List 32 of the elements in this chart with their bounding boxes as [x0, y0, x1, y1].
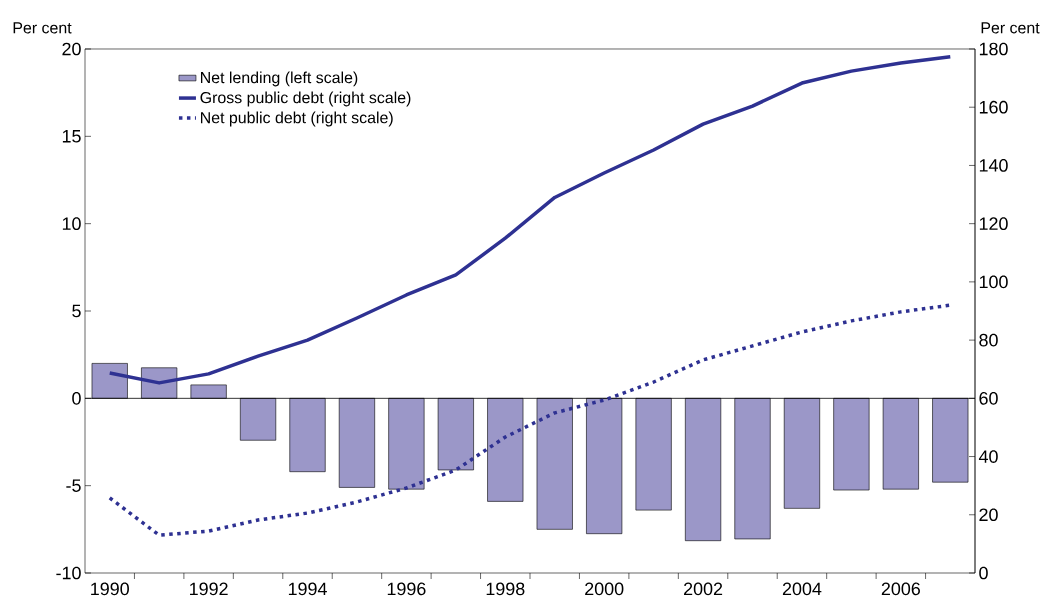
y2-tick-label: 120 [979, 217, 1008, 231]
y2-tick-label: 180 [979, 42, 1008, 56]
y2-tick-label: 160 [979, 100, 1008, 114]
x-tick-label: 1992 [190, 582, 228, 596]
y-tick-label: 15 [62, 130, 81, 143]
x-tick-label: 2000 [585, 582, 624, 596]
y2-axis-title: Per cent [981, 22, 1040, 34]
y-tick-label: 5 [72, 304, 81, 318]
x-tick-label: 2002 [684, 582, 723, 596]
x-tick-label: 1990 [91, 582, 129, 596]
y2-tick-label: 80 [979, 333, 998, 347]
line-series [107, 55, 953, 385]
x-tick-label: 1996 [387, 582, 426, 596]
y2-tick-label: 0 [979, 566, 988, 580]
x-tick-label: 1994 [288, 582, 327, 596]
x-tick-label: 2006 [881, 582, 920, 596]
y-tick-label: 10 [62, 217, 81, 231]
y-axis-title: Per cent [13, 22, 72, 34]
legend-label: Net public debt (right scale) [201, 111, 393, 127]
y-tick-label: 0 [72, 391, 81, 405]
y-tick-label: -10 [56, 566, 81, 580]
y-tick-label: 20 [62, 42, 81, 56]
y2-tick-label: 140 [979, 159, 1008, 172]
y2-tick-label: 40 [978, 450, 998, 463]
legend-label: Gross public debt (right scale) [200, 91, 411, 107]
x-tick-label: 1998 [486, 582, 525, 596]
legend-label: Net lending (left scale) [201, 71, 358, 87]
x-tick-label: 2004 [782, 582, 822, 596]
y2-tick-label: 20 [979, 508, 998, 522]
y2-tick-label: 60 [979, 391, 998, 405]
y-tick-label: -5 [66, 479, 81, 492]
y2-tick-label: 100 [979, 275, 1008, 289]
